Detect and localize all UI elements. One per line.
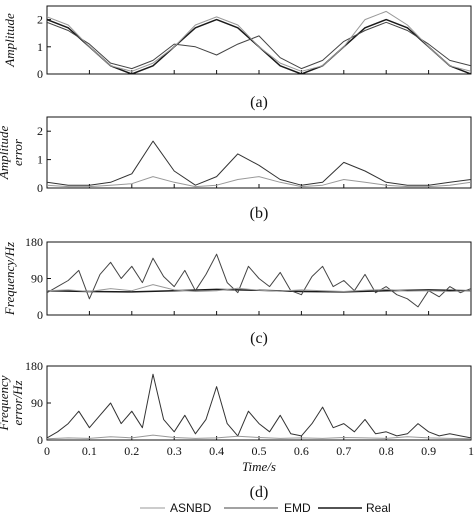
y-tick-label: 180 [25,359,43,373]
y-tick-label: 90 [31,272,43,286]
series-line-emd [47,373,471,439]
y-tick-label: 1 [37,40,43,54]
series-line-asnbd [47,176,471,188]
x-tick-label: 0.4 [209,444,224,458]
series-line-asnbd [47,284,471,292]
panel-label: (a) [250,94,268,111]
x-tick-label: 1 [468,444,474,458]
y-tick-label: 2 [37,124,43,138]
series-line-emd [47,253,471,308]
plot-frame [46,5,472,75]
series-line-emd [47,140,471,186]
y-tick-label: 0 [37,308,43,322]
y-tick-label: 2 [37,13,43,27]
legend: ASNBD EMD Real [140,501,391,515]
x-tick-label: 0.9 [421,444,436,458]
y-axis-label: Frequency/Hz [2,242,17,316]
panel-4: 0 90 180 0 0.1 0.2 0.3 0.4 0.5 0.6 0.7 0.8 0.9 1 Frequ… [0,359,474,501]
x-tick-label: 0.5 [252,444,267,458]
y-axis-label-line: Amplitude [0,126,11,181]
panel-2: 0 1 2 Amplitude error (b) [0,116,472,222]
series-line-asnbd [47,10,471,72]
x-tick-label: 0.7 [336,444,351,458]
x-tick-label: 0.2 [124,444,139,458]
series-line-asnbd [47,434,471,440]
x-axis-label: Time/s [242,459,276,474]
y-axis-label-line: Frequency [0,375,11,431]
panel-1: 0 1 2 Amplitude (a) [2,5,472,111]
y-tick-label: 0 [37,433,43,447]
panel-3: 0 90 180 Frequency/Hz (c) [2,235,472,347]
panel-label: (b) [250,205,269,222]
x-tick-label: 0.3 [167,444,182,458]
panel-label: (c) [250,330,268,347]
x-tick-label: 0.8 [379,444,394,458]
x-tick-label: 0 [44,444,50,458]
y-axis-label: Amplitude [2,13,17,68]
legend-label-real: Real [366,501,391,515]
y-tick-label: 0 [37,67,43,81]
x-tick-label: 0.1 [82,444,97,458]
panel-label: (d) [250,484,269,501]
y-tick-label: 90 [31,396,43,410]
plot-frame [46,116,472,189]
y-tick-label: 1 [37,153,43,167]
legend-label-asnbd: ASNBD [170,501,212,515]
legend-label-emd: EMD [284,501,311,515]
x-tick-label: 0.6 [294,444,309,458]
y-axis-label-line: error/Hz [10,380,25,425]
series-line-emd [47,21,471,70]
y-tick-label: 180 [25,235,43,249]
y-axis-label-line: error [10,138,25,166]
y-tick-label: 0 [37,181,43,195]
